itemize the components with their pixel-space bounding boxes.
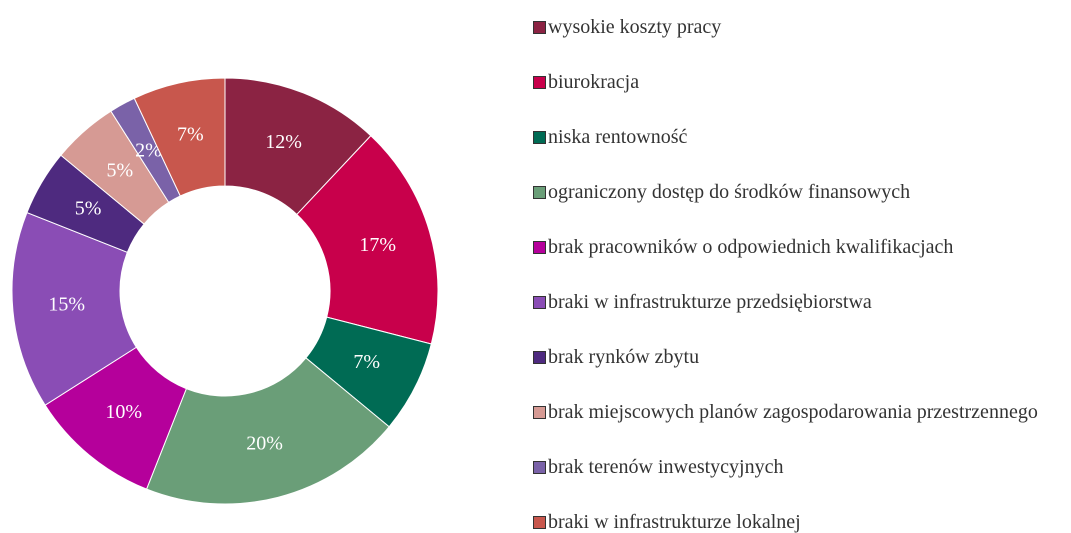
legend-label: braki w infrastrukturze lokalnej xyxy=(548,511,801,533)
data-label: 12% xyxy=(265,131,302,153)
legend-swatch xyxy=(533,461,546,474)
legend-item: braki w infrastrukturze lokalnej xyxy=(533,512,1057,533)
legend-swatch xyxy=(533,21,546,34)
legend-item: braki w infrastrukturze przedsiębiorstwa xyxy=(533,292,1057,313)
legend-item: brak pracowników o odpowiednich kwalifik… xyxy=(533,237,1057,258)
donut-slice xyxy=(11,211,138,406)
data-label: 5% xyxy=(107,159,134,181)
legend-label: brak miejscowych planów zagospodarowania… xyxy=(548,401,1038,423)
chart: 12%17%7%20%10%15%5%5%2%7% xyxy=(11,77,439,505)
data-label: 17% xyxy=(359,234,396,256)
data-label: 20% xyxy=(246,433,283,455)
legend-swatch xyxy=(533,296,546,309)
data-label: 15% xyxy=(48,294,85,316)
legend-label: brak terenów inwestycyjnych xyxy=(548,456,784,478)
data-label: 2% xyxy=(135,139,162,161)
legend-item: brak rynków zbytu xyxy=(533,347,1057,368)
legend-label: brak rynków zbytu xyxy=(548,346,700,368)
legend-item: niska rentowność xyxy=(533,127,1057,148)
data-label: 5% xyxy=(75,198,102,220)
donut-slice xyxy=(296,135,439,345)
legend-item: ograniczony dostęp do środków finansowyc… xyxy=(533,182,1057,203)
legend-swatch xyxy=(533,76,546,89)
legend-label: brak pracowników o odpowiednich kwalifik… xyxy=(548,236,954,258)
legend-swatch xyxy=(533,186,546,199)
donut-slice xyxy=(133,77,226,197)
legend-swatch xyxy=(533,516,546,529)
legend-item: brak terenów inwestycyjnych xyxy=(533,457,1057,478)
data-label: 7% xyxy=(177,123,204,145)
legend-swatch xyxy=(533,241,546,254)
legend-label: niska rentowność xyxy=(548,126,688,148)
legend-label: ograniczony dostęp do środków finansowyc… xyxy=(548,181,911,203)
legend-swatch xyxy=(533,406,546,419)
legend-item: brak miejscowych planów zagospodarowania… xyxy=(533,402,1057,423)
legend-swatch xyxy=(533,351,546,364)
donut-slice xyxy=(145,357,390,505)
data-label: 7% xyxy=(353,351,380,373)
legend-label: braki w infrastrukturze przedsiębiorstwa xyxy=(548,291,872,313)
legend-item: wysokie koszty pracy xyxy=(533,17,1057,38)
legend-label: wysokie koszty pracy xyxy=(548,16,722,38)
legend-label: biurokracja xyxy=(548,71,640,93)
legend-item: biurokracja xyxy=(533,72,1057,93)
data-label: 10% xyxy=(105,401,142,423)
legend-swatch xyxy=(533,131,546,144)
